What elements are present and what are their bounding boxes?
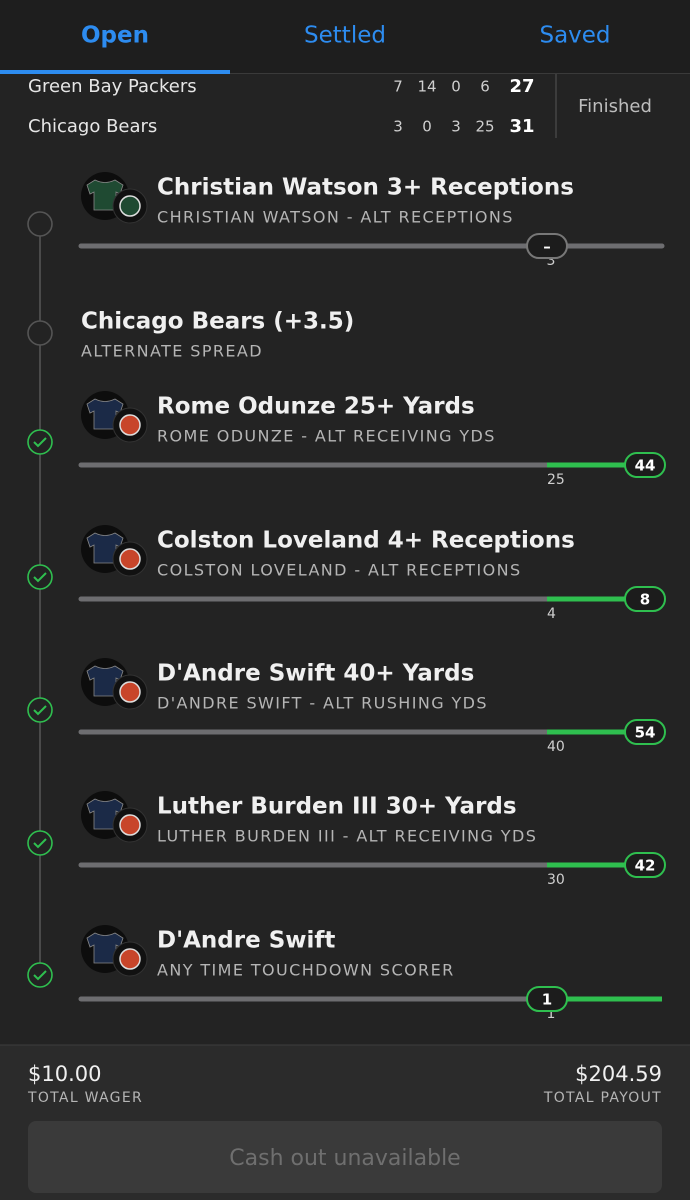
leg-title: Rome Odunze 25+ Yards	[157, 394, 475, 420]
progress-target: 4	[547, 606, 556, 622]
check-icon	[33, 572, 47, 583]
tab-indicator	[0, 70, 230, 74]
team-logo-mark	[119, 195, 141, 217]
progress-target: 1	[547, 1006, 556, 1022]
progress-current: 54	[635, 724, 656, 742]
leg-subtitle: COLSTON LOVELAND - ALT RECEPTIONS	[157, 561, 522, 580]
leg-subtitle: LUTHER BURDEN III - ALT RECEIVING YDS	[157, 827, 537, 846]
check-icon	[33, 437, 47, 448]
progress-current: –	[543, 238, 551, 256]
period-score: 6	[480, 78, 490, 96]
tab[interactable]: Saved	[539, 23, 610, 49]
period-score: 7	[393, 78, 403, 96]
period-score: 3	[393, 118, 403, 136]
progress-current: 1	[542, 991, 552, 1009]
period-score: 0	[422, 118, 432, 136]
progress-target: 25	[547, 472, 565, 488]
leg-title: Luther Burden III 30+ Yards	[157, 794, 517, 820]
leg-title: D'Andre Swift	[157, 928, 335, 954]
check-icon	[33, 705, 47, 716]
progress-pill	[624, 586, 666, 612]
period-score: 3	[451, 118, 461, 136]
total-payout-label: TOTAL PAYOUT	[543, 1090, 662, 1106]
check-icon	[33, 838, 47, 849]
status-dot	[27, 564, 53, 590]
total-score: 31	[509, 116, 534, 137]
total-payout: $204.59	[575, 1062, 662, 1086]
leg-title: Colston Loveland 4+ Receptions	[157, 528, 575, 554]
cash-out-label: Cash out unavailable	[229, 1146, 460, 1171]
check-icon	[33, 970, 47, 981]
tab-bar	[0, 0, 690, 74]
status-dot	[27, 697, 53, 723]
progress-current: 44	[635, 457, 656, 475]
total-wager-label: TOTAL WAGER	[27, 1090, 143, 1106]
leg-subtitle: CHRISTIAN WATSON - ALT RECEPTIONS	[157, 208, 514, 227]
progress-target: 40	[547, 739, 565, 755]
team-logo-mark	[119, 681, 141, 703]
progress-current: 42	[635, 857, 656, 875]
leg-title: Christian Watson 3+ Receptions	[157, 175, 574, 201]
status-dot	[27, 830, 53, 856]
period-score: 25	[475, 118, 494, 136]
tab[interactable]: Settled	[304, 23, 386, 49]
status-dot	[27, 320, 53, 346]
period-score: 0	[451, 78, 461, 96]
total-score: 27	[509, 76, 534, 97]
leg-subtitle: ROME ODUNZE - ALT RECEIVING YDS	[157, 427, 496, 446]
tab[interactable]: Open	[81, 23, 149, 49]
team-name: Green Bay Packers	[28, 76, 197, 97]
progress-pill	[624, 719, 666, 745]
progress-target: 3	[547, 253, 556, 269]
progress-pill	[526, 233, 568, 259]
period-score: 14	[417, 78, 436, 96]
team-logo-mark	[119, 548, 141, 570]
leg-title: Chicago Bears (+3.5)	[81, 309, 354, 335]
team-logo-mark	[119, 948, 141, 970]
game-status: Finished	[578, 96, 652, 117]
status-dot	[27, 211, 53, 237]
leg-subtitle: ALTERNATE SPREAD	[81, 342, 263, 361]
total-wager: $10.00	[28, 1062, 101, 1086]
progress-pill	[624, 452, 666, 478]
progress-pill	[526, 986, 568, 1012]
cash-out-button[interactable]	[28, 1121, 662, 1193]
progress-current: 8	[640, 591, 650, 609]
leg-subtitle: D'ANDRE SWIFT - ALT RUSHING YDS	[157, 694, 488, 713]
team-name: Chicago Bears	[28, 116, 157, 137]
status-dot	[27, 429, 53, 455]
progress-target: 30	[547, 872, 565, 888]
leg-subtitle: ANY TIME TOUCHDOWN SCORER	[157, 961, 455, 980]
team-logo-mark	[119, 814, 141, 836]
leg-title: D'Andre Swift 40+ Yards	[157, 661, 474, 687]
status-dot	[27, 962, 53, 988]
team-logo-mark	[119, 414, 141, 436]
progress-pill	[624, 852, 666, 878]
